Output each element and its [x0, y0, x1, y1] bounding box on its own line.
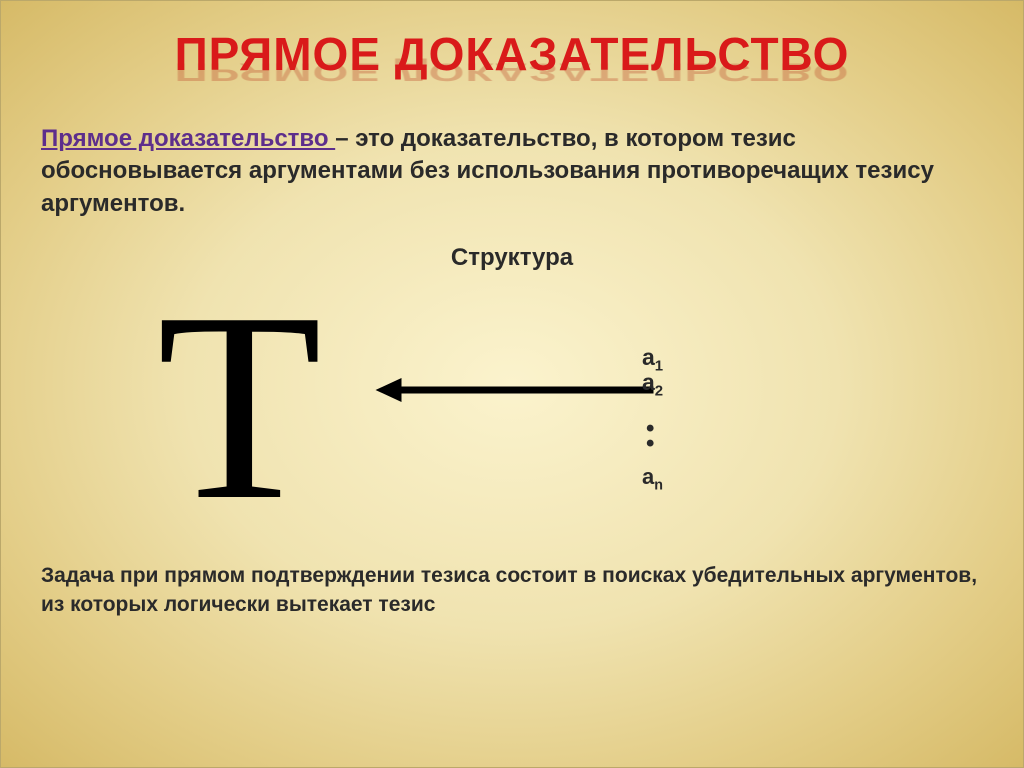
thesis-glyph: Т [157, 272, 322, 542]
arg-a2-base: a [642, 369, 655, 395]
conclusion-text: Задача при прямом подтверждении тезиса с… [1, 562, 1023, 619]
content-body: Прямое доказательство – это доказательст… [1, 81, 1023, 562]
slide: ПРЯМОЕ ДОКАЗАТЕЛЬСТВО ПРЯМОЕ ДОКАЗАТЕЛЬС… [0, 0, 1024, 768]
title-text: ПРЯМОЕ ДОКАЗАТЕЛЬСТВО [1, 27, 1023, 81]
slide-title: ПРЯМОЕ ДОКАЗАТЕЛЬСТВО ПРЯМОЕ ДОКАЗАТЕЛЬС… [1, 1, 1023, 81]
arrow-icon [375, 370, 656, 410]
argument-a2: a2 [642, 369, 663, 400]
definition-dash: – [335, 125, 355, 152]
structure-diagram: Т a1 a2 • • an [137, 282, 887, 562]
arg-a1-base: a [642, 344, 655, 370]
argument-an: an [642, 464, 663, 493]
arg-an-base: a [642, 464, 654, 489]
arg-an-sub: n [654, 478, 663, 494]
arg-a2-sub: 2 [655, 383, 663, 400]
definition-term: Прямое доказательство [41, 125, 335, 152]
definition-paragraph: Прямое доказательство – это доказательст… [41, 123, 983, 220]
ellipsis-dots: • • [646, 422, 654, 451]
